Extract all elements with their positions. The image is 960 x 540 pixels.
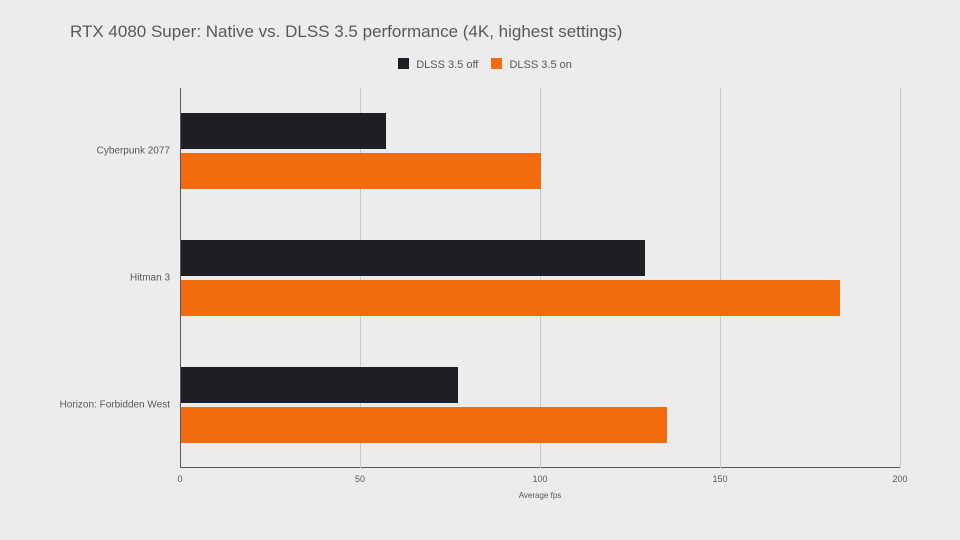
bar bbox=[181, 240, 645, 276]
bar bbox=[181, 407, 667, 443]
bar bbox=[181, 367, 458, 403]
gridline bbox=[900, 88, 901, 468]
x-tick-label: 200 bbox=[892, 474, 907, 484]
bar bbox=[181, 280, 840, 316]
legend-swatch-on bbox=[491, 58, 502, 69]
bar bbox=[181, 153, 541, 189]
x-tick-label: 50 bbox=[355, 474, 365, 484]
chart-title: RTX 4080 Super: Native vs. DLSS 3.5 perf… bbox=[70, 22, 622, 42]
legend: DLSS 3.5 off DLSS 3.5 on bbox=[0, 58, 960, 71]
plot-area: 050100150200 Average fps Cyberpunk 2077H… bbox=[180, 88, 900, 468]
y-tick-label: Hitman 3 bbox=[130, 273, 180, 284]
gridline bbox=[720, 88, 721, 468]
x-axis-label: Average fps bbox=[180, 491, 900, 500]
legend-swatch-off bbox=[398, 58, 409, 69]
bar bbox=[181, 113, 386, 149]
x-tick-label: 150 bbox=[712, 474, 727, 484]
legend-label-off: DLSS 3.5 off bbox=[416, 59, 478, 71]
y-tick-label: Horizon: Forbidden West bbox=[60, 399, 180, 410]
x-tick-label: 100 bbox=[532, 474, 547, 484]
y-tick-label: Cyberpunk 2077 bbox=[97, 146, 180, 157]
legend-label-on: DLSS 3.5 on bbox=[509, 59, 571, 71]
x-tick-label: 0 bbox=[177, 474, 182, 484]
